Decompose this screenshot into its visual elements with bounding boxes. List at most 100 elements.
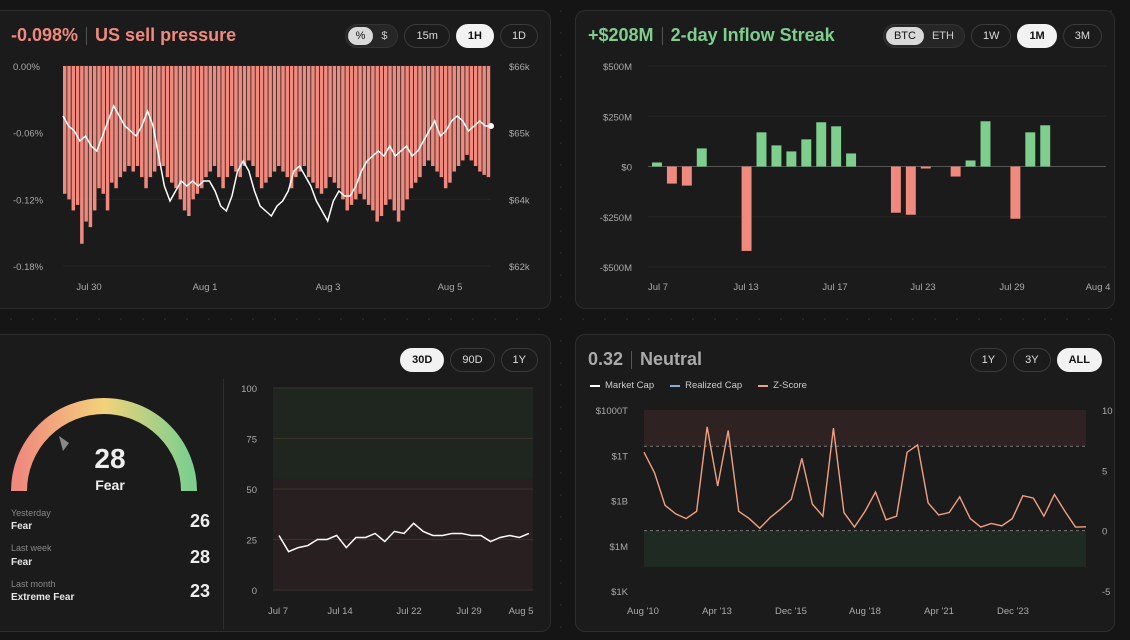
sell-bar	[63, 66, 67, 194]
sell-bar	[311, 66, 315, 183]
range-90d-button[interactable]: 90D	[450, 348, 495, 372]
y-right-tick-label: -5	[1102, 587, 1110, 598]
sell-bar	[469, 66, 474, 161]
fear-greed-chart: 100 75 50 25 0 Jul 7 Jul 14 Jul 22 Jul 29 Aug 5	[241, 384, 533, 617]
gauge-pointer-icon	[59, 436, 69, 451]
x-tick-label: Jul 29	[999, 282, 1024, 293]
sell-bar	[319, 66, 324, 194]
sell-bar	[118, 66, 123, 178]
sell-bar	[422, 66, 426, 166]
x-tick-label: Aug '18	[849, 606, 881, 617]
range-3m-button[interactable]: 3M	[1062, 24, 1102, 48]
mvrv-status: Neutral	[640, 349, 703, 369]
sell-bar	[413, 66, 418, 183]
range-1h-button[interactable]: 1H	[455, 24, 494, 48]
sell-pressure-chart: 0.00% $66k -0.06% $65k -0.12% $64k -0.18% $62k J…	[13, 62, 530, 293]
sell-bar	[264, 66, 268, 183]
inflow-bar	[950, 166, 961, 177]
sell-bar	[362, 66, 367, 200]
range-30d-button[interactable]: 30D	[400, 348, 445, 372]
legend-realized-cap[interactable]: Realized Cap	[670, 380, 742, 391]
sell-bar	[354, 66, 358, 200]
history-label-yesterday: Fear	[11, 521, 33, 532]
price-line	[62, 104, 491, 223]
range-15m-button[interactable]: 15m	[404, 24, 450, 48]
sell-bar	[234, 66, 238, 172]
sell-bar	[221, 66, 225, 189]
range-1m-button[interactable]: 1M	[1017, 24, 1057, 48]
sell-bar	[418, 66, 422, 178]
sell-bar	[366, 66, 371, 205]
range-all-button[interactable]: ALL	[1056, 348, 1102, 372]
sell-bar	[97, 66, 101, 189]
sell-bar	[392, 66, 397, 211]
y-tick-label: $1000T	[596, 406, 628, 417]
separator	[86, 26, 88, 45]
inflow-bar	[965, 160, 976, 167]
unit-dollar-button[interactable]: $	[381, 30, 388, 42]
inflow-bar	[1040, 125, 1051, 167]
sell-bar	[251, 66, 255, 166]
sell-bar	[157, 66, 161, 166]
y-right-tick-label: 5	[1102, 466, 1107, 477]
inflow-bar	[652, 162, 662, 167]
y-tick-label: 100	[241, 384, 257, 395]
sell-bar	[178, 66, 183, 200]
sell-bar	[431, 66, 435, 166]
fear-greed-panel: 30D 90D 1Y 28 Fear Yesterday Fear 26 Las…	[0, 334, 551, 632]
sell-bar	[426, 66, 431, 161]
sell-bar	[486, 66, 491, 178]
x-tick-label: Jul 14	[327, 606, 352, 617]
sell-bar	[478, 66, 482, 172]
asset-btc-button[interactable]: BTC	[885, 27, 924, 45]
sell-bar	[298, 66, 302, 172]
history-period-last-week: Last week	[11, 543, 52, 553]
sell-pressure-value: -0.098%	[11, 25, 79, 45]
y-tick-label: -$250M	[600, 213, 632, 224]
sell-bar	[135, 66, 140, 166]
sell-bar	[306, 66, 311, 178]
x-tick-label: Jul 17	[822, 282, 847, 293]
z-score-line	[643, 426, 1087, 530]
range-1d-button[interactable]: 1D	[499, 24, 538, 48]
range-1y-button[interactable]: 1Y	[969, 348, 1008, 372]
unit-percent-button[interactable]: %	[347, 27, 374, 45]
sell-bar	[71, 66, 76, 211]
price-marker	[488, 123, 494, 129]
sell-bar	[191, 66, 195, 200]
sell-bar	[140, 66, 144, 178]
y-tick-label: 25	[246, 536, 257, 547]
legend-market-cap[interactable]: Market Cap	[590, 380, 654, 391]
sell-bar	[396, 66, 401, 222]
inflow-bar	[786, 151, 797, 167]
sell-bar	[345, 66, 349, 211]
range-1w-button[interactable]: 1W	[970, 24, 1012, 48]
inflow-bar	[890, 166, 901, 213]
inflow-bar	[741, 166, 752, 251]
history-value-last-month: 23	[189, 581, 210, 601]
legend-z-score[interactable]: Z-Score	[758, 380, 807, 391]
sell-bar	[84, 66, 88, 222]
sell-bar	[315, 66, 319, 189]
sell-bar	[195, 66, 200, 194]
inflow-bar	[831, 126, 842, 167]
asset-eth-button[interactable]: ETH	[931, 30, 954, 42]
range-3y-button[interactable]: 3Y	[1013, 348, 1051, 372]
history-period-last-month: Last month	[11, 579, 56, 589]
range-1y-button[interactable]: 1Y	[500, 348, 538, 372]
y-right-tick-label: 0	[1102, 527, 1107, 538]
sell-bar	[204, 66, 208, 178]
x-tick-label: Aug 4	[1086, 282, 1111, 293]
sell-bar	[328, 66, 332, 178]
sell-bar	[225, 66, 230, 178]
mvrv-panel: 0.32 Neutral 1Y 3Y ALL Market Cap Realiz…	[575, 334, 1115, 632]
sell-bar	[229, 66, 234, 166]
sell-bar	[208, 66, 212, 172]
sell-bar	[131, 66, 135, 172]
inflow-bar	[980, 121, 991, 167]
x-tick-label: Apr '21	[924, 606, 954, 617]
y-tick-label: $1M	[610, 542, 629, 553]
sell-bar	[268, 66, 272, 178]
inflow-title: 2-day Inflow Streak	[670, 25, 835, 45]
sell-bar	[285, 66, 290, 178]
